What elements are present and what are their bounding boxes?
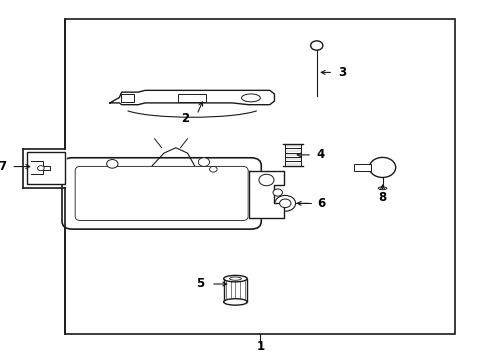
- Text: 2: 2: [181, 112, 189, 125]
- Polygon shape: [248, 171, 283, 218]
- Text: 3: 3: [337, 66, 346, 79]
- FancyBboxPatch shape: [62, 158, 261, 229]
- Ellipse shape: [223, 275, 247, 282]
- Circle shape: [106, 159, 118, 168]
- Circle shape: [272, 189, 282, 196]
- Bar: [121, 94, 134, 102]
- Polygon shape: [31, 161, 50, 174]
- Bar: [27, 152, 65, 184]
- Text: 1: 1: [256, 340, 264, 353]
- Circle shape: [198, 158, 209, 166]
- Bar: [223, 279, 247, 302]
- Bar: [354, 164, 370, 171]
- Ellipse shape: [223, 299, 247, 305]
- Bar: [178, 94, 206, 102]
- Circle shape: [310, 41, 322, 50]
- Bar: [65, 19, 454, 334]
- Text: 4: 4: [316, 148, 325, 161]
- Text: 8: 8: [378, 191, 386, 204]
- Ellipse shape: [378, 187, 386, 190]
- Ellipse shape: [241, 94, 260, 102]
- Text: 5: 5: [195, 278, 203, 291]
- Circle shape: [279, 199, 290, 208]
- Polygon shape: [110, 90, 274, 105]
- Text: 6: 6: [316, 197, 325, 210]
- Text: 7: 7: [0, 160, 6, 173]
- Circle shape: [368, 157, 395, 177]
- Circle shape: [38, 166, 44, 171]
- Circle shape: [209, 166, 217, 172]
- Circle shape: [274, 195, 295, 211]
- Circle shape: [259, 174, 273, 186]
